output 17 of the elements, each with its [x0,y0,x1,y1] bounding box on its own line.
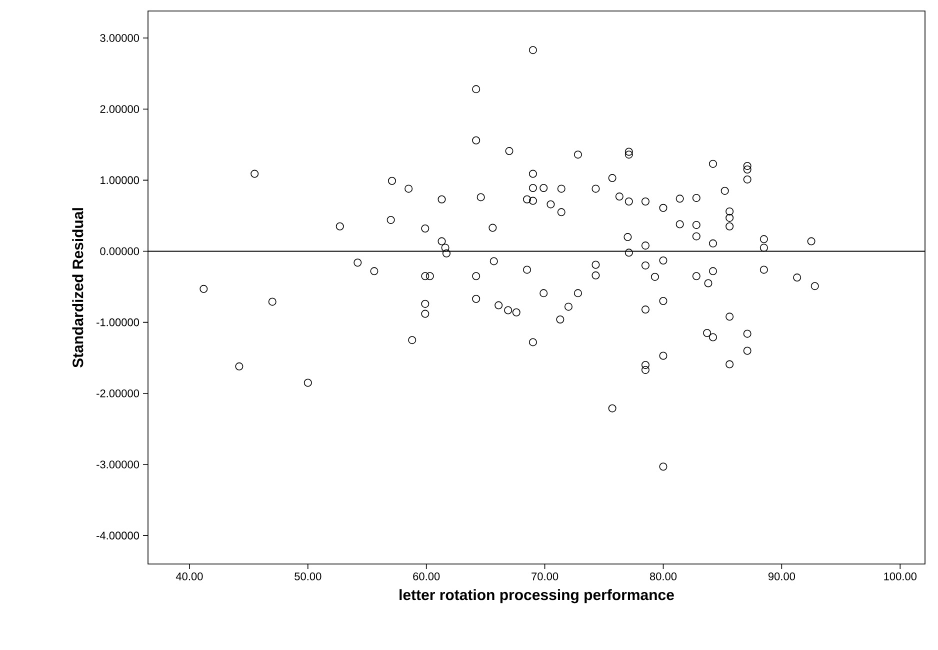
y-tick-label: -1.00000 [96,318,140,326]
y-tick-label: -2.00000 [96,390,140,398]
x-tick-label: 40.00 [176,572,203,580]
x-tick-label: 90.00 [768,572,796,580]
x-tick-label: 50.00 [294,572,322,580]
x-tick-label: 70.00 [532,572,558,580]
y-tick-label: -4.00000 [96,532,140,540]
x-axis-title: letter rotation processing performance [400,589,674,604]
x-tick-label: 100.00 [884,572,917,580]
y-tick-label: -3.00000 [96,460,140,468]
y-tick-label: 1.00000 [100,176,140,184]
y-tick-label: 0.00000 [100,247,140,256]
x-tick-label: 60.00 [413,572,440,580]
x-tick-label: 80.00 [650,572,677,580]
y-axis-title: Standardized Residual [72,208,84,368]
y-tick-label: 3.00000 [100,34,140,42]
y-tick-label: 2.00000 [100,105,140,113]
